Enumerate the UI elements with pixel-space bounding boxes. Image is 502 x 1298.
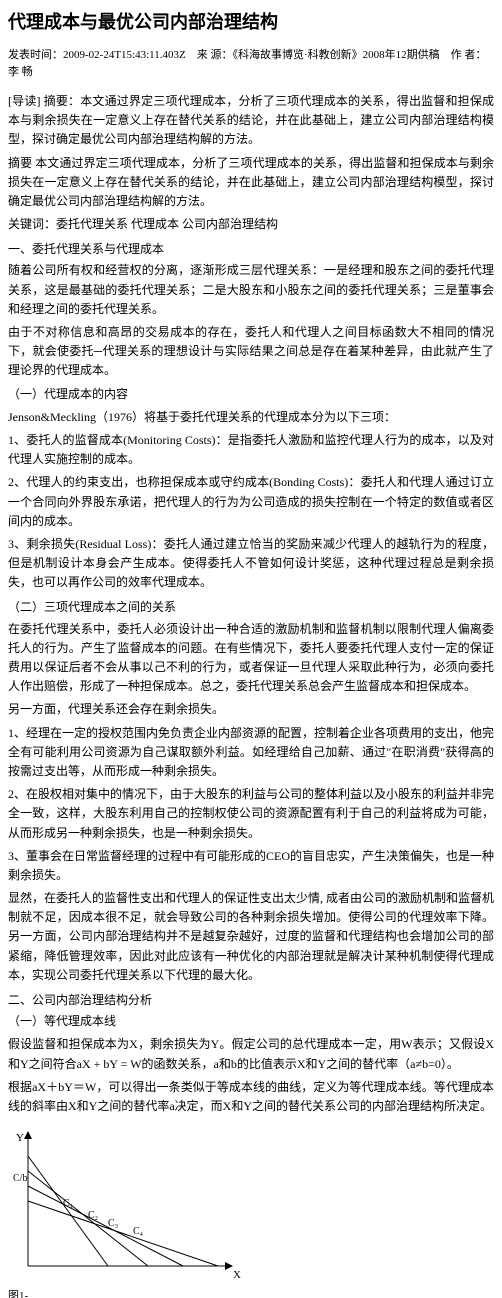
section-2-p2: 另一方面，代理关系还会存在剩余损失。 xyxy=(8,700,494,719)
section-1-p1: 随着公司所有权和经营权的分离，逐渐形成三层代理关系：一是经理和股东之间的委托代理… xyxy=(8,261,494,319)
lead-paragraph: [导读] 摘要：本文通过界定三项代理成本，分析了三项代理成本的关系，得出监督和担… xyxy=(8,92,494,150)
y-axis-label: Y xyxy=(16,1132,24,1144)
point-label: C/b xyxy=(13,1173,27,1184)
section-3-sub1: （一）等代理成本线 xyxy=(8,1012,494,1031)
curve-c4: C₄ xyxy=(133,1226,144,1237)
section-1-p3: Jenson&Meckling（1976）将基于委托代理关系的代理成本分为以下三… xyxy=(8,408,494,427)
article-meta: 发表时间：2009-02-24T15:43:11.403Z 来 源：《科海故事博… xyxy=(8,47,494,82)
section-1-li3: 3、剩余损失(Residual Loss)：委托人通过建立恰当的奖励来减少代理人… xyxy=(8,535,494,593)
source-label: 来 源： xyxy=(197,49,233,61)
section-1-title: 一、委托代理关系与代理成本 xyxy=(8,240,494,259)
curve-c1: C₁ xyxy=(63,1198,73,1209)
section-2-p3: 显然，在委托人的监督性支出和代理人的保证性支出太少情, 成者由公司的激励机制和监… xyxy=(8,889,494,985)
section-1-sub1: （一）代理成本的内容 xyxy=(8,385,494,404)
keywords: 关键词：委托代理关系 代理成本 公司内部治理结构 xyxy=(8,215,494,234)
section-2-li3: 3、董事会在日常监督经理的过程中有可能形成的CEO的盲目忠实，产生决策偏失，也是… xyxy=(8,847,494,885)
section-3-p2: 根据aX＋bY＝W，可以得出一条类似于等成本线的曲线，定义为等代理成本线。等代理… xyxy=(8,1078,494,1116)
curve-c3: C₃ xyxy=(108,1218,118,1229)
section-3-title: 二、公司内部治理结构分析 xyxy=(8,991,494,1010)
author-value: 李 畅 xyxy=(8,66,33,78)
x-axis-label: X xyxy=(233,1269,241,1281)
figure-1-caption: 图1- xyxy=(8,1288,494,1298)
section-1-li2: 2、代理人的约束支出，也称担保成本或守约成本(Bonding Costs)：委托… xyxy=(8,473,494,531)
section-2-title: （二）三项代理成本之间的关系 xyxy=(8,598,494,617)
time-label: 发表时间： xyxy=(8,49,63,61)
time-value: 2009-02-24T15:43:11.403Z xyxy=(63,49,186,61)
section-1-p2: 由于不对称信息和高昂的交易成本的存在，委托人和代理人之间目标函数大不相同的情况下… xyxy=(8,323,494,381)
section-2-p1: 在委托代理关系中，委托人必须设计出一种合适的激励机制和监督机制以限制代理人偏离委… xyxy=(8,620,494,697)
abstract: 摘要 本文通过界定三项代理成本，分析了三项代理成本的关系，得出监督和担保成本与剩… xyxy=(8,154,494,212)
source-value: 《科海故事博览·科教创新》2008年12期供稿 xyxy=(232,49,439,61)
section-2-li1: 1、经理在一定的授权范围内免负责企业内部资源的配置，控制着企业各项费用的支出，他… xyxy=(8,724,494,782)
author-label: 作 者： xyxy=(451,49,487,61)
section-2-li2: 2、在股权相对集中的情况下，由于大股东的利益与公司的整体利益以及小股东的利益并非… xyxy=(8,785,494,843)
page-title: 代理成本与最优公司内部治理结构 xyxy=(8,8,494,37)
section-1-li1: 1、委托人的监督成本(Monitoring Costs)：是指委托人激励和监控代… xyxy=(8,431,494,469)
section-3-p1: 假设监督和担保成本为X，剩余损失为Y。假定公司的总代理成本一定，用W表示；又假设… xyxy=(8,1035,494,1073)
figure-1: Y X C/b C₁ C₂ C₃ C₄ 图1- xyxy=(8,1126,494,1298)
curve-c2: C₂ xyxy=(88,1210,98,1221)
